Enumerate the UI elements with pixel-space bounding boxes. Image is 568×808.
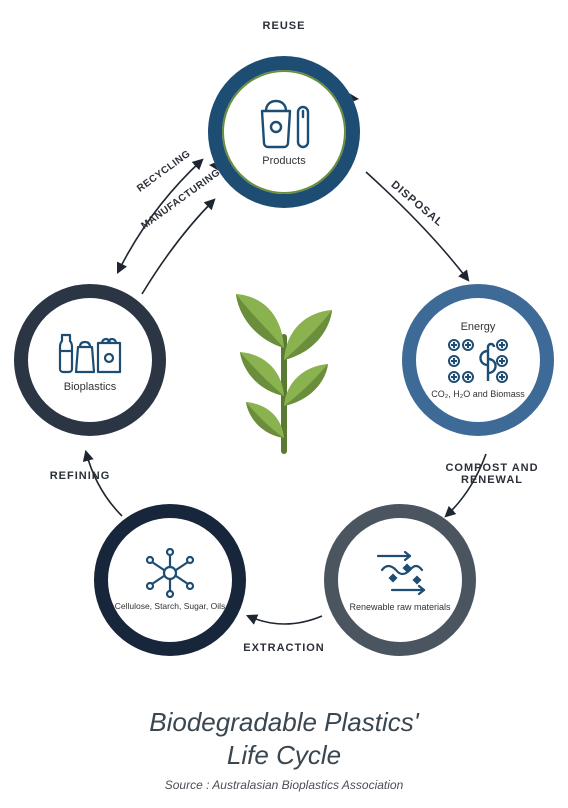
diagram-title: Biodegradable Plastics'Life Cycle [0, 706, 568, 771]
node-renewables: Renewable raw materials [324, 504, 476, 656]
node-bioplastics: Bioplastics [14, 284, 166, 436]
edge-compost: COMPOST ANDRENEWAL [432, 462, 552, 486]
diagram-source: Source : Australasian Bioplastics Associ… [0, 778, 568, 792]
bioplastics-icon [56, 327, 124, 377]
node-energy: Energy CO₂, H₂O and Biomass [402, 284, 554, 436]
renewable-icon [370, 548, 430, 598]
node-energy-label-top: Energy [461, 321, 496, 334]
edge-reuse: REUSE [244, 20, 324, 32]
molecule-icon [142, 548, 198, 598]
node-bioplastics-label: Bioplastics [64, 381, 117, 394]
biomass-icon [446, 337, 510, 385]
products-icon [254, 97, 314, 151]
plant-icon [232, 288, 336, 458]
node-cellulose: Cellulose, Starch, Sugar, Oils [94, 504, 246, 656]
node-products-label: Products [262, 155, 305, 168]
node-energy-label-bottom: CO₂, H₂O and Biomass [431, 389, 525, 399]
node-renewables-label: Renewable raw materials [349, 602, 450, 612]
edge-extraction: EXTRACTION [234, 642, 334, 654]
node-products: Products [208, 56, 360, 208]
edge-refining: REFINING [38, 470, 122, 482]
node-cellulose-label: Cellulose, Starch, Sugar, Oils [115, 602, 226, 612]
lifecycle-diagram: { "type": "circular-flowchart", "title":… [0, 0, 568, 808]
